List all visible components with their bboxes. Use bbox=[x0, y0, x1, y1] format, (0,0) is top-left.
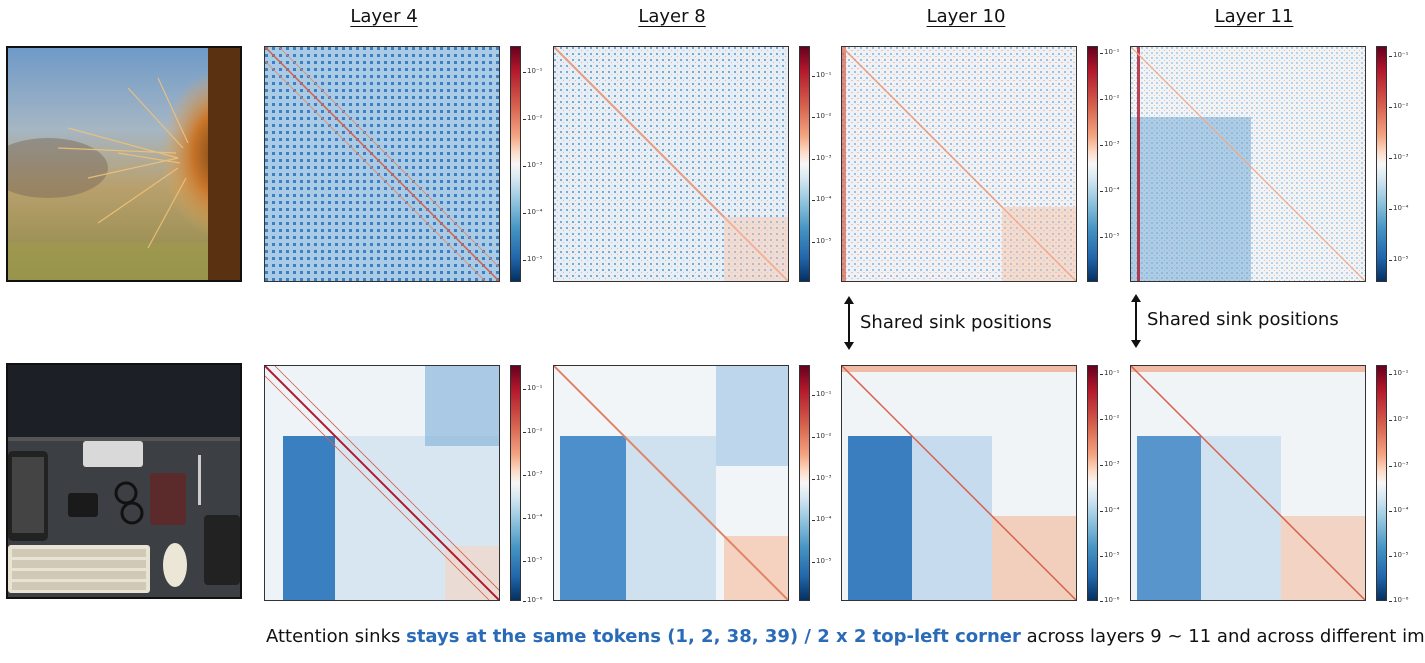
colorbar-row1-layer11 bbox=[1376, 46, 1387, 282]
colorbar-row2-layer4 bbox=[510, 365, 521, 601]
cb-tick: 10⁻¹ bbox=[1099, 48, 1120, 56]
double-arrow-icon bbox=[844, 296, 854, 350]
caption-suffix: across layers 9 ~ 11 and across differen… bbox=[1026, 626, 1425, 647]
cb-tick: 10⁻³ bbox=[1388, 153, 1409, 161]
cb-tick: 10⁻⁴ bbox=[1388, 506, 1409, 514]
cb-tick: 10⁻⁶ bbox=[1388, 596, 1409, 604]
colorbar-row1-layer8 bbox=[799, 46, 810, 282]
cb-tick: 10⁻¹ bbox=[522, 67, 543, 75]
heatmap-row1-layer8 bbox=[553, 46, 789, 282]
cb-tick: 10⁻⁴ bbox=[1388, 204, 1409, 212]
cb-tick: 10⁻⁵ bbox=[811, 237, 832, 245]
caption-highlight: stays at the same tokens (1, 2, 38, 39) … bbox=[406, 626, 1021, 647]
cb-tick: 10⁻¹ bbox=[522, 384, 543, 392]
cb-tick: 10⁻³ bbox=[1388, 461, 1409, 469]
cb-tick: 10⁻¹ bbox=[1388, 369, 1409, 377]
cb-tick: 10⁻⁴ bbox=[811, 515, 832, 523]
heatmap-row2-layer8 bbox=[553, 365, 789, 601]
layer-title-4: Layer 4 bbox=[350, 6, 418, 27]
cb-tick: 10⁻³ bbox=[522, 161, 543, 169]
cb-tick: 10⁻⁵ bbox=[1099, 232, 1120, 240]
cb-tick: 10⁻⁶ bbox=[522, 596, 543, 604]
cb-tick: 10⁻¹ bbox=[811, 390, 832, 398]
figure-caption: Attention sinks stays at the same tokens… bbox=[266, 626, 1425, 647]
cb-tick: 10⁻³ bbox=[1099, 460, 1120, 468]
cb-tick: 10⁻² bbox=[1388, 102, 1409, 110]
cb-tick: 10⁻³ bbox=[1099, 140, 1120, 148]
cb-tick: 10⁻² bbox=[811, 432, 832, 440]
heatmap-row2-layer4 bbox=[264, 365, 500, 601]
heatmap-row2-layer11 bbox=[1130, 365, 1366, 601]
sink-label-layer11: Shared sink positions bbox=[1147, 309, 1339, 330]
cb-tick: 10⁻² bbox=[522, 114, 543, 122]
heatmap-row1-layer4 bbox=[264, 46, 500, 282]
layer-title-10: Layer 10 bbox=[926, 6, 1006, 27]
colorbar-row2-layer8 bbox=[799, 365, 810, 601]
cb-tick: 10⁻² bbox=[1099, 94, 1120, 102]
cb-tick: 10⁻¹ bbox=[811, 71, 832, 79]
colorbar-row1-layer10 bbox=[1087, 46, 1098, 282]
cb-tick: 10⁻³ bbox=[522, 470, 543, 478]
caption-prefix: Attention sinks bbox=[266, 626, 407, 647]
colorbar-row2-layer10 bbox=[1087, 365, 1098, 601]
cb-tick: 10⁻⁵ bbox=[522, 255, 543, 263]
cb-tick: 10⁻³ bbox=[811, 154, 832, 162]
heatmap-row1-layer10 bbox=[841, 46, 1077, 282]
colorbar-row2-layer11 bbox=[1376, 365, 1387, 601]
cb-tick: 10⁻⁵ bbox=[1099, 551, 1120, 559]
cb-tick: 10⁻¹ bbox=[1388, 51, 1409, 59]
double-arrow-icon bbox=[1131, 294, 1141, 348]
heatmap-row1-layer11 bbox=[1130, 46, 1366, 282]
desk-photo bbox=[6, 363, 242, 599]
cb-tick: 10⁻⁴ bbox=[811, 195, 832, 203]
sink-label-layer10: Shared sink positions bbox=[860, 312, 1052, 333]
cb-tick: 10⁻⁴ bbox=[1099, 186, 1120, 194]
cactus-photo bbox=[6, 46, 242, 282]
colorbar-row1-layer4 bbox=[510, 46, 521, 282]
cb-tick: 10⁻³ bbox=[811, 474, 832, 482]
cb-tick: 10⁻⁵ bbox=[522, 556, 543, 564]
cb-tick: 10⁻⁵ bbox=[1388, 551, 1409, 559]
heatmap-row2-layer10 bbox=[841, 365, 1077, 601]
cb-tick: 10⁻⁵ bbox=[811, 557, 832, 565]
layer-title-11: Layer 11 bbox=[1214, 6, 1294, 27]
cb-tick: 10⁻⁶ bbox=[1099, 596, 1120, 604]
cb-tick: 10⁻⁴ bbox=[1099, 506, 1120, 514]
cb-tick: 10⁻² bbox=[811, 112, 832, 120]
cb-tick: 10⁻⁴ bbox=[522, 513, 543, 521]
cb-tick: 10⁻² bbox=[522, 427, 543, 435]
cb-tick: 10⁻² bbox=[1099, 414, 1120, 422]
cb-tick: 10⁻⁵ bbox=[1388, 255, 1409, 263]
cb-tick: 10⁻¹ bbox=[1099, 369, 1120, 377]
cb-tick: 10⁻² bbox=[1388, 415, 1409, 423]
layer-title-8: Layer 8 bbox=[638, 6, 706, 27]
cb-tick: 10⁻⁴ bbox=[522, 208, 543, 216]
